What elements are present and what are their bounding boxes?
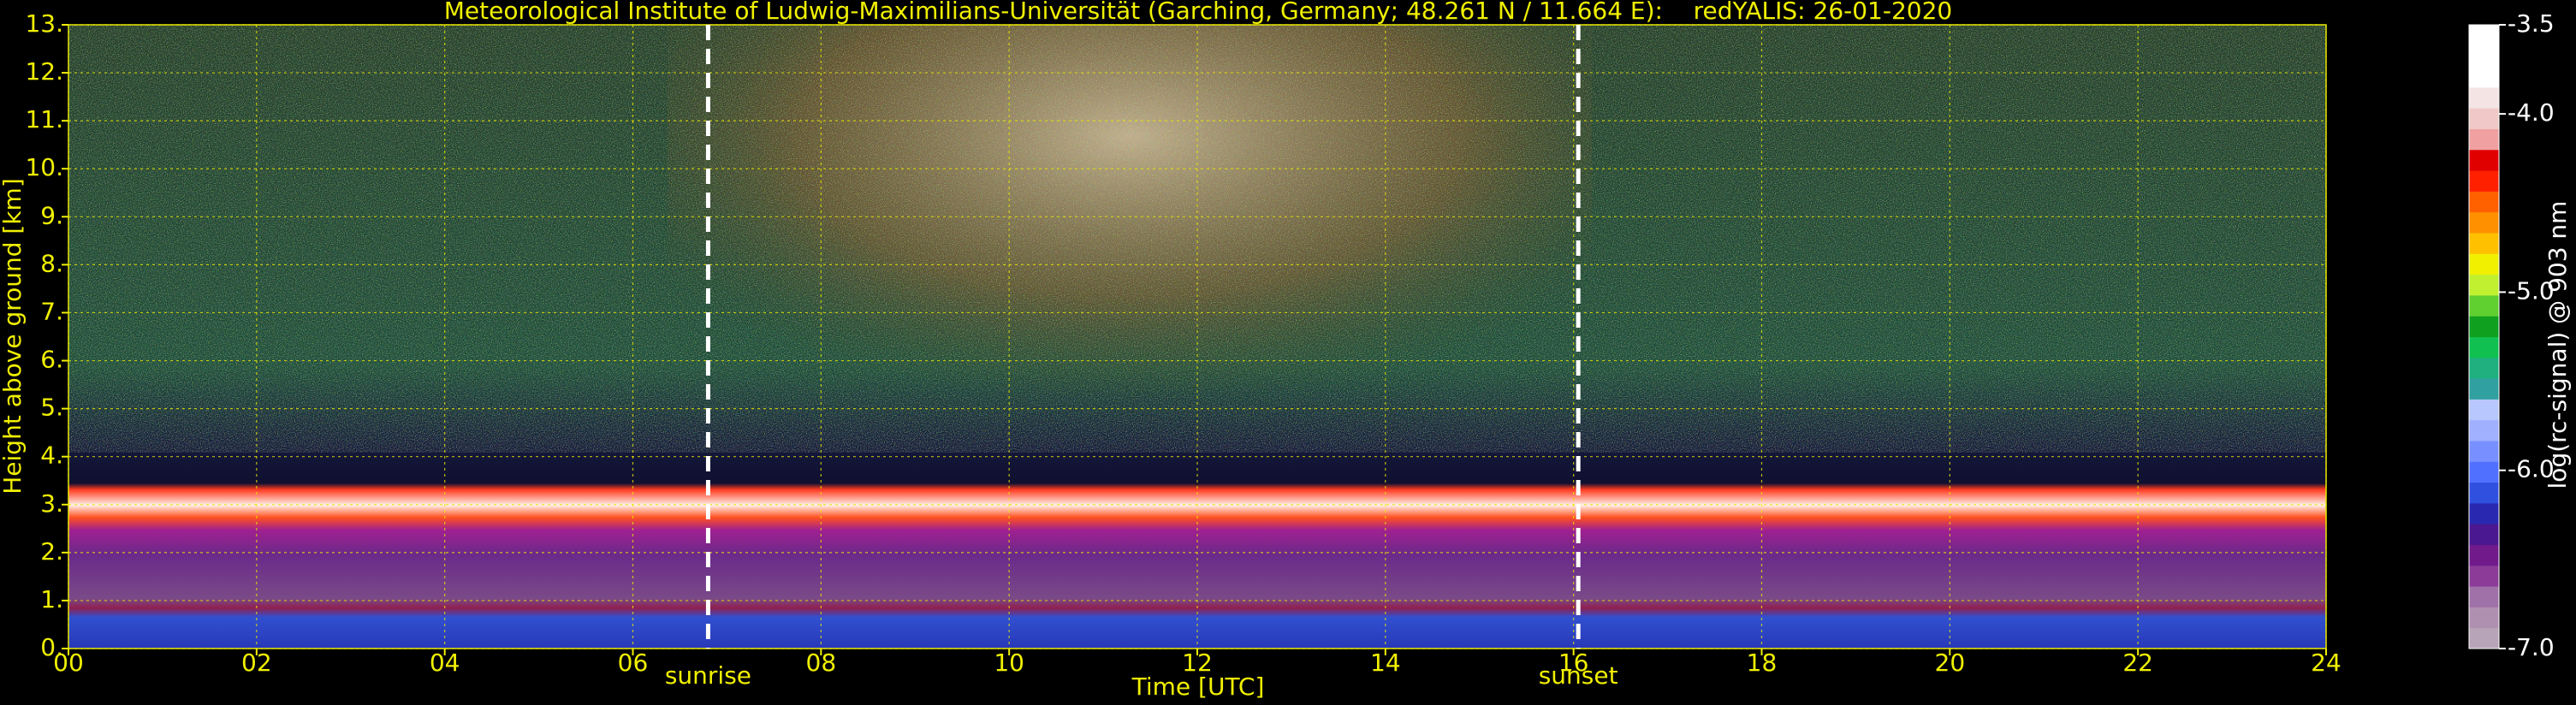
colorbar-tick-label: -4.0: [2508, 98, 2555, 127]
colorbar-frame: [2468, 24, 2500, 649]
colorbar-swatch: [2469, 399, 2499, 421]
colorbar-label: log(rc-signal) @ 903 nm: [2543, 201, 2572, 489]
colorbar-swatch: [2469, 441, 2499, 462]
y-tick-label: 13.: [25, 9, 63, 38]
colorbar-swatch: [2469, 544, 2499, 566]
x-tick-label: 04: [430, 649, 460, 677]
annotation-label: sunset: [1539, 661, 1618, 690]
colorbar-swatch: [2469, 502, 2499, 524]
x-tick-label: 10: [994, 649, 1024, 677]
backdrop-noise: [68, 25, 2326, 453]
colorbar-tick-label: -6.0: [2508, 455, 2555, 483]
chart-title: Meteorological Institute of Ludwig-Maxim…: [444, 0, 1952, 25]
colorbar-swatch: [2469, 108, 2499, 129]
colorbar-swatch: [2469, 149, 2499, 171]
x-tick-label: 00: [53, 649, 84, 677]
colorbar-swatch: [2469, 524, 2499, 545]
colorbar-swatch: [2469, 627, 2499, 649]
y-tick-label: 0.: [40, 633, 63, 661]
colorbar-swatch: [2469, 294, 2499, 317]
colorbar-swatch: [2469, 86, 2499, 109]
y-tick-label: 2.: [40, 537, 63, 566]
x-tick-label: 16: [1558, 649, 1589, 677]
y-tick-label: 4.: [40, 441, 63, 470]
y-tick-label: 6.: [40, 346, 63, 374]
x-tick-label: 14: [1370, 649, 1401, 677]
y-axis-label: Height above ground [km]: [0, 178, 27, 495]
colorbar-swatch: [2469, 45, 2499, 68]
y-tick-label: 3.: [40, 489, 63, 518]
colorbar-swatch: [2469, 316, 2499, 337]
colorbar-swatch: [2469, 461, 2499, 483]
y-tick-label: 11.: [25, 105, 63, 133]
colorbar-swatch: [2469, 357, 2499, 379]
y-tick-label: 9.: [40, 201, 63, 229]
x-tick-label: 22: [2122, 649, 2153, 677]
x-tick-label: 06: [618, 649, 649, 677]
colorbar-swatch: [2469, 128, 2499, 151]
colorbar-swatch: [2469, 482, 2499, 504]
x-tick-label: 24: [2311, 649, 2342, 677]
x-tick-label: 02: [241, 649, 272, 677]
x-axis-label: Time [UTC]: [1131, 672, 1265, 701]
colorbar-swatch: [2469, 191, 2499, 213]
colorbar-swatch: [2469, 378, 2499, 400]
y-tick-label: 8.: [40, 249, 63, 277]
colorbar-swatch: [2469, 211, 2499, 234]
colorbar-tick-label: -7.0: [2508, 633, 2555, 661]
colorbar-swatch: [2469, 253, 2499, 275]
colorbar-swatch: [2469, 66, 2499, 88]
colorbar-swatch: [2469, 274, 2499, 296]
x-tick-label: 18: [1747, 649, 1778, 677]
x-tick-label: 12: [1182, 649, 1213, 677]
colorbar-swatch: [2469, 336, 2499, 358]
colorbar-swatch: [2469, 233, 2499, 254]
x-tick-label: 20: [1935, 649, 1966, 677]
y-tick-label: 1.: [40, 585, 63, 613]
colorbar-swatch: [2469, 607, 2499, 629]
colorbar-swatch: [2469, 586, 2499, 607]
colorbar-swatch: [2469, 419, 2499, 441]
colorbar-swatch: [2469, 170, 2499, 192]
x-tick-label: 08: [806, 649, 837, 677]
y-tick-label: 12.: [25, 57, 63, 86]
y-tick-label: 10.: [25, 153, 63, 181]
colorbar-tick-label: -3.5: [2508, 9, 2555, 38]
colorbar-swatch: [2469, 25, 2499, 46]
annotation-label: sunrise: [665, 661, 751, 690]
y-tick-label: 5.: [40, 394, 63, 422]
colorbar-tick-label: -5.0: [2508, 276, 2555, 305]
colorbar-swatch: [2469, 565, 2499, 587]
y-tick-label: 7.: [40, 297, 63, 325]
